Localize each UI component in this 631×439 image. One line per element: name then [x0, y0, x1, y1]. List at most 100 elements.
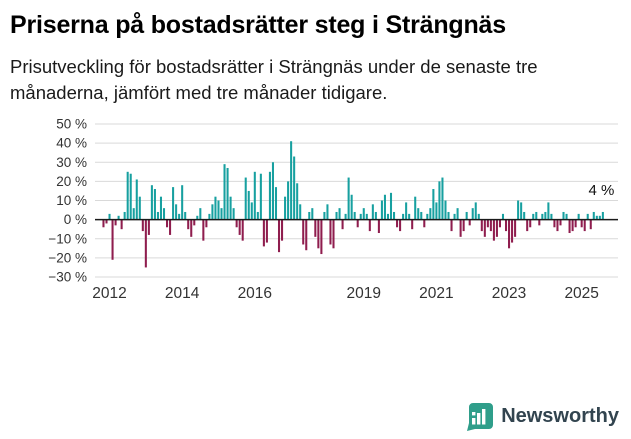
bar: [314, 219, 317, 237]
bar: [450, 219, 453, 231]
bar: [147, 219, 150, 235]
bar: [299, 204, 302, 220]
newsworthy-icon: [467, 403, 494, 431]
bar: [411, 219, 414, 229]
bar: [178, 213, 181, 220]
bar: [341, 219, 344, 229]
bar: [120, 219, 123, 229]
bar: [277, 219, 281, 252]
bar: [329, 219, 332, 245]
bar: [229, 196, 232, 220]
bar: [347, 177, 350, 220]
bar: [223, 163, 226, 220]
bar: [462, 219, 465, 231]
bar: [311, 207, 314, 220]
bar: [359, 213, 362, 220]
bar: [141, 219, 144, 231]
bar: [571, 219, 574, 231]
x-tick-label: 2025: [564, 285, 598, 302]
bar: [480, 219, 483, 231]
bar: [293, 156, 296, 220]
bar: [477, 213, 480, 220]
bar: [586, 213, 589, 220]
bar: [377, 219, 380, 233]
bar: [556, 219, 559, 231]
newsworthy-logo[interactable]: Newsworthy: [464, 401, 619, 431]
x-tick-label: 2014: [165, 285, 200, 302]
bar: [175, 204, 178, 220]
bar: [187, 219, 190, 229]
bar: [159, 196, 163, 220]
bar: [308, 211, 311, 220]
bar: [326, 204, 329, 220]
bar: [238, 219, 241, 235]
bar: [241, 219, 244, 241]
bar: [559, 219, 562, 226]
bar: [495, 219, 498, 237]
bar: [405, 202, 408, 220]
bar: [538, 219, 541, 226]
chart-subtitle: Prisutveckling för bostadsrätter i Strän…: [10, 56, 538, 103]
y-tick-label: 10 %: [56, 193, 87, 208]
bar: [589, 219, 592, 229]
bar: [199, 207, 202, 220]
bar: [135, 179, 138, 220]
bar: [568, 219, 571, 233]
bar: [287, 181, 290, 220]
y-tick-label: 0 %: [64, 212, 87, 227]
bar: [214, 196, 217, 220]
x-tick-label: 2012: [92, 285, 126, 302]
y-tick-label: −10 %: [48, 231, 87, 246]
bar: [156, 211, 159, 220]
bar: [392, 211, 396, 220]
y-tick-label: 30 %: [56, 155, 87, 170]
bar: [562, 211, 565, 220]
bar: [396, 219, 399, 228]
bar: [468, 219, 471, 226]
bar: [123, 211, 126, 220]
bar: [202, 219, 205, 241]
bar: [296, 183, 299, 220]
bar: [181, 184, 184, 220]
bar: [441, 177, 444, 220]
bar: [492, 219, 495, 241]
bar: [456, 207, 459, 220]
bar: [111, 219, 114, 260]
bar: [353, 211, 356, 220]
bar: [435, 202, 438, 220]
y-tick-label: 50 %: [56, 116, 87, 131]
bar: [508, 219, 511, 249]
bar: [504, 219, 508, 231]
bar: [514, 219, 517, 237]
bar: [520, 202, 523, 220]
y-tick-label: 20 %: [56, 174, 87, 189]
bar: [217, 200, 220, 220]
bar: [117, 215, 120, 220]
bar: [426, 213, 429, 220]
bar: [259, 173, 262, 220]
bar: [305, 219, 308, 251]
bar: [256, 211, 259, 220]
bar: [420, 211, 423, 220]
bar: [284, 196, 287, 220]
bar: [323, 211, 326, 220]
bar: [417, 207, 420, 220]
bar: [172, 186, 175, 220]
bar: [577, 213, 580, 220]
bar: [232, 207, 235, 220]
bar: [226, 167, 229, 220]
price-change-bar-chart: 50 % 40 % 30 % 20 % 10 % 0 % −10 % −20 % −30 % 20…: [48, 116, 618, 302]
bar: [362, 207, 365, 220]
bar: [350, 194, 353, 220]
y-tick-label: −20 %: [48, 250, 87, 265]
bar: [250, 202, 253, 220]
bar: [368, 219, 371, 231]
bar: [190, 219, 193, 237]
latest-value-annotation: 4 %: [589, 182, 615, 199]
bar: [108, 213, 111, 220]
bar: [547, 202, 550, 220]
bar: [459, 219, 462, 237]
bar: [265, 219, 268, 243]
bar: [114, 219, 117, 226]
bar: [332, 219, 335, 249]
